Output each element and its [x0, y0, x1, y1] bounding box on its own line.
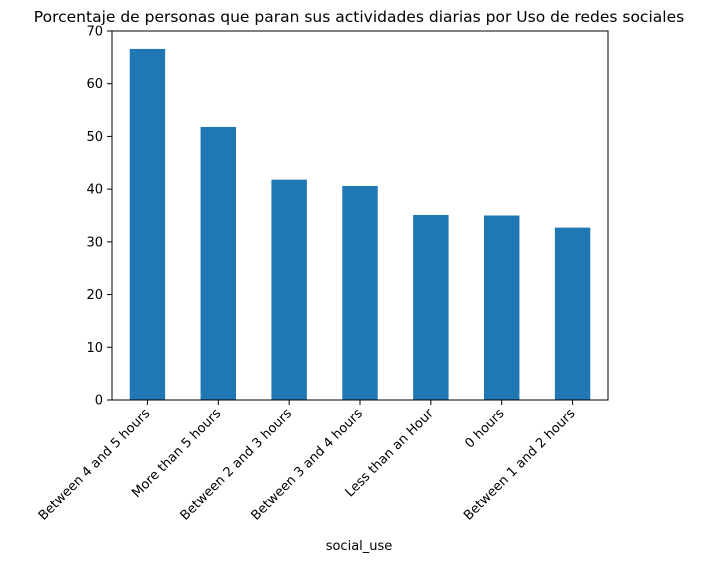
y-tick-label-0: 0	[95, 394, 103, 409]
bar-0	[129, 48, 166, 401]
y-tick-label-7: 70	[86, 25, 103, 40]
bar-6	[554, 227, 591, 400]
bar-1	[200, 126, 236, 400]
x-tick-label-0: Between 4 and 5 hours	[36, 406, 154, 524]
y-axis: 0 10 20 30 40 50 60 70	[86, 25, 112, 409]
bar-3	[342, 185, 378, 400]
y-tick-label-4: 40	[86, 183, 103, 198]
y-tick-label-2: 20	[86, 288, 103, 303]
x-tick-label-5: 0 hours	[462, 406, 507, 451]
x-axis-title: social_use	[326, 539, 393, 554]
plot-frame	[111, 30, 609, 401]
bar-5	[484, 215, 520, 400]
y-tick-label-5: 50	[86, 130, 103, 145]
y-tick-label-6: 60	[86, 77, 103, 92]
bar-2	[271, 179, 307, 400]
bar-4	[413, 214, 449, 400]
y-tick-label-3: 30	[86, 235, 103, 250]
chart-title: Porcentaje de personas que paran sus act…	[34, 8, 684, 26]
bars-group	[129, 48, 591, 401]
y-tick-label-1: 10	[86, 341, 103, 356]
